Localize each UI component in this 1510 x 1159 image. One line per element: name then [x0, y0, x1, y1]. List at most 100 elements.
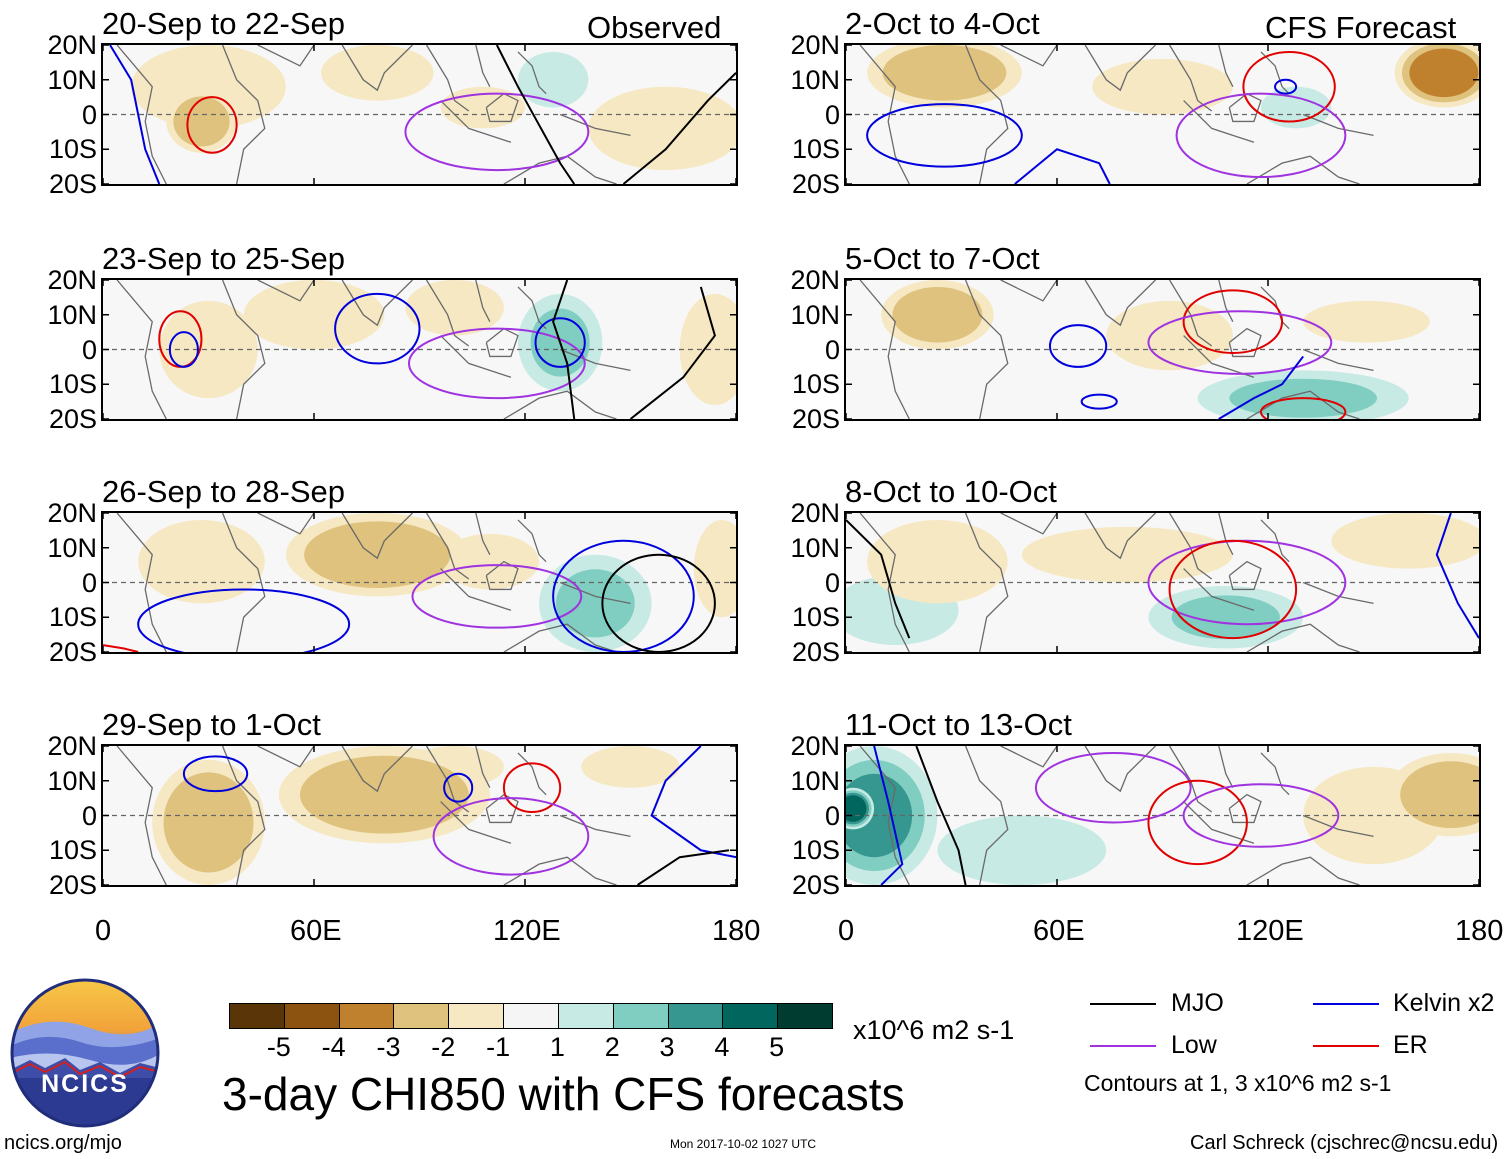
anomaly-blob — [903, 293, 972, 336]
contour-low — [1034, 751, 1192, 824]
coastline — [1218, 746, 1234, 788]
contour-kelvin — [137, 588, 351, 652]
legend-swatch — [1090, 1003, 1156, 1005]
contour-mjo — [552, 280, 576, 419]
lat-label: 0 — [81, 334, 97, 365]
coastline — [221, 45, 266, 184]
map-canvas — [103, 746, 736, 885]
colorbar-swatch — [557, 1003, 614, 1029]
map-panel-fc1 — [844, 43, 1481, 186]
coastline — [964, 746, 1009, 885]
coastline — [1246, 623, 1360, 652]
panel-title: 2-Oct to 4-Oct — [845, 6, 1040, 41]
anomaly-blob — [337, 53, 417, 93]
contour-mjo — [495, 45, 576, 184]
contour-er — [1242, 50, 1336, 123]
coastline — [485, 327, 519, 358]
footer-credit: Carl Schreck (cjschrec@ncsu.edu) — [1190, 1132, 1499, 1154]
panel-title: 5-Oct to 7-Oct — [845, 241, 1040, 276]
contour-low — [1147, 539, 1347, 626]
coastline — [1260, 752, 1290, 796]
coastline — [859, 513, 910, 652]
lat-label: 10S — [48, 134, 97, 165]
coastline — [517, 51, 547, 95]
footer-url[interactable]: ncics.org/mjo — [4, 1132, 122, 1154]
anomaly-blob — [174, 784, 243, 860]
legend-label: Kelvin x2 — [1393, 989, 1495, 1017]
contour-mjo — [601, 553, 716, 652]
coastline — [475, 513, 491, 555]
coastline — [517, 519, 547, 563]
lat-label: 10S — [791, 134, 840, 165]
colorbar-swatch — [338, 1003, 395, 1029]
contour-low — [411, 564, 583, 629]
coastline — [1302, 814, 1374, 837]
contour-low — [1175, 92, 1347, 179]
anomaly-blob — [528, 60, 578, 100]
lat-label: 10N — [790, 532, 840, 563]
colorbar-tick-label: 4 — [714, 1032, 730, 1062]
contour-low — [1182, 783, 1340, 848]
lon-label: 180 — [1455, 915, 1504, 947]
contour-mjo — [636, 849, 730, 885]
coastline — [1260, 286, 1290, 330]
lat-label: 10N — [47, 765, 97, 796]
coastline — [964, 280, 1009, 419]
contour-mjo — [915, 746, 967, 885]
lat-label: 20N — [790, 498, 840, 528]
contour-kelvin — [873, 746, 904, 885]
panel-title: 11-Oct to 13-Oct — [845, 707, 1072, 742]
coastline — [1000, 513, 1058, 535]
lat-label: 0 — [824, 800, 840, 831]
lat-label: 20N — [790, 30, 840, 60]
contour-er — [502, 762, 562, 814]
coastline — [257, 746, 315, 768]
coastline — [475, 45, 491, 87]
lon-label: 60E — [290, 915, 342, 947]
map-canvas — [103, 513, 736, 652]
anomaly-blob — [898, 51, 991, 94]
coastline — [485, 92, 519, 123]
lat-label: 0 — [824, 99, 840, 130]
contour-kelvin — [1274, 78, 1298, 95]
coastline — [1168, 45, 1213, 112]
colorbar-tick-label: -3 — [376, 1032, 401, 1062]
map-panel-fc4 — [844, 744, 1481, 887]
lat-label: 10S — [48, 369, 97, 400]
map-canvas — [846, 746, 1479, 885]
map-canvas — [846, 513, 1479, 652]
coastline — [1168, 280, 1213, 347]
lat-label: 20S — [791, 169, 840, 199]
coastline — [1168, 513, 1213, 580]
lat-label: 0 — [81, 567, 97, 598]
legend-label: ER — [1393, 1031, 1428, 1059]
coastline — [1228, 327, 1262, 358]
contour-kelvin — [1048, 324, 1108, 368]
colorbar-swatch — [283, 1003, 340, 1029]
coastline — [964, 513, 1009, 652]
lat-label: 10N — [790, 64, 840, 95]
anomaly-blob — [1171, 595, 1280, 640]
anomaly-blob — [1354, 521, 1463, 561]
lat-label: 20S — [791, 404, 840, 434]
coastline — [1228, 560, 1262, 591]
lat-label: 20N — [47, 731, 97, 761]
colorbar-swatch — [612, 1003, 669, 1029]
colorbar-tick-label: 1 — [549, 1032, 565, 1062]
contour-kelvin — [334, 292, 421, 365]
coastline — [425, 280, 470, 347]
coastline — [1260, 519, 1290, 563]
coastline — [257, 45, 315, 67]
coastline — [1218, 280, 1234, 322]
anomaly-blob — [1416, 53, 1471, 92]
panel-title: 29-Sep to 1-Oct — [102, 707, 321, 742]
anomaly-blob — [888, 532, 987, 591]
contour-kelvin — [109, 45, 161, 184]
ncics-logo: NCICS — [10, 978, 160, 1128]
map-canvas — [846, 280, 1479, 419]
coastline — [1000, 280, 1058, 302]
colorbar-swatch — [722, 1003, 779, 1029]
contour-er — [1259, 397, 1347, 419]
contour-mjo — [622, 72, 736, 184]
contour-er — [1147, 779, 1248, 866]
